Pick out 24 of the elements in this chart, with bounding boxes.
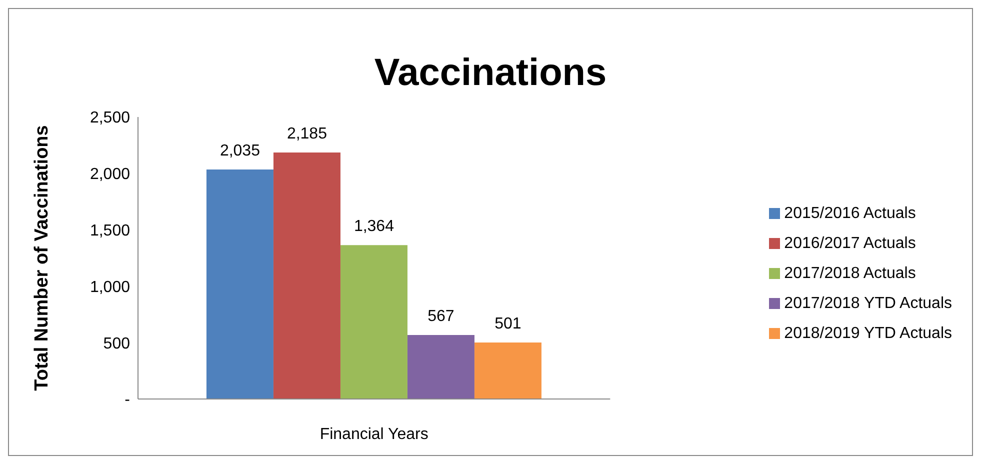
y-tick-label: 1,000 bbox=[90, 278, 130, 296]
data-label: 1,364 bbox=[354, 218, 394, 236]
data-label: 567 bbox=[428, 308, 454, 326]
bar bbox=[407, 335, 474, 399]
legend-label: 2018/2019 YTD Actuals bbox=[784, 325, 952, 342]
data-label: 2,185 bbox=[286, 126, 328, 143]
data-label: 2,035 bbox=[220, 142, 260, 160]
chart-title: Vaccinations bbox=[373, 51, 608, 95]
legend-label: 2017/2018 Actuals bbox=[784, 265, 916, 282]
bar bbox=[340, 245, 408, 399]
legend-label: 2017/2018 YTD Actuals bbox=[784, 295, 952, 312]
legend-label: 2016/2017 Actuals bbox=[784, 235, 916, 252]
y-axis-title: Total Number of Vaccinations bbox=[32, 125, 53, 391]
x-axis-title: Financial Years bbox=[320, 426, 428, 443]
data-label: 501 bbox=[494, 315, 522, 332]
y-tick-label: - bbox=[124, 392, 130, 409]
bar bbox=[474, 342, 542, 399]
y-tick-label: 2,000 bbox=[90, 166, 130, 184]
bar bbox=[273, 152, 340, 399]
legend-label: 2015/2016 Actuals bbox=[784, 205, 916, 222]
y-tick-label: 500 bbox=[103, 335, 130, 352]
bar bbox=[206, 169, 274, 399]
y-tick-label: 2,500 bbox=[90, 110, 130, 127]
y-tick-label: 1,500 bbox=[90, 222, 130, 240]
